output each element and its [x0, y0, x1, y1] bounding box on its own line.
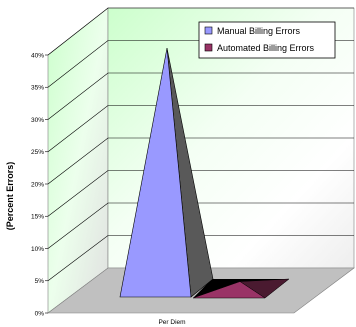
- legend-box: [198, 21, 336, 59]
- gridline: [47, 72, 354, 120]
- legend-swatch-manual: [204, 26, 213, 35]
- y-axis-ticks: 0% 5% 10% 15% 20% 25% 30% 35% 40%: [31, 52, 48, 317]
- left-side-wall: [47, 7, 109, 314]
- y-axis-title: (Percent Errors): [5, 162, 15, 231]
- y-tick-label: 5%: [35, 278, 45, 285]
- automated-pyramid-front: [192, 281, 266, 299]
- gridline: [47, 7, 354, 56]
- manual-pyramid-front: [119, 47, 192, 298]
- y-tick-label: 0%: [35, 310, 45, 317]
- gridline: [47, 137, 354, 185]
- y-tick-label: 35%: [31, 85, 44, 92]
- gridline: [47, 235, 354, 281]
- y-tick-label: 30%: [31, 117, 44, 124]
- legend-swatch-automated: [204, 43, 213, 52]
- chart-marks: [119, 47, 290, 299]
- gridline: [47, 202, 354, 249]
- y-tick-label: 25%: [31, 149, 44, 156]
- legend-label-automated: Automated Billing Errors: [217, 43, 315, 53]
- y-tick-label: 20%: [31, 181, 44, 188]
- gridlines: [47, 7, 354, 281]
- gridline: [47, 105, 354, 152]
- legend-label-manual: Manual Billing Errors: [217, 26, 301, 36]
- y-tick-label: 40%: [31, 52, 44, 59]
- y-tick-label: 10%: [31, 246, 44, 253]
- x-tick-label: Per Diem: [158, 319, 185, 326]
- gridline: [47, 170, 354, 217]
- legend: Manual Billing Errors Automated Billing …: [198, 21, 336, 59]
- y-tick-label: 15%: [31, 214, 44, 221]
